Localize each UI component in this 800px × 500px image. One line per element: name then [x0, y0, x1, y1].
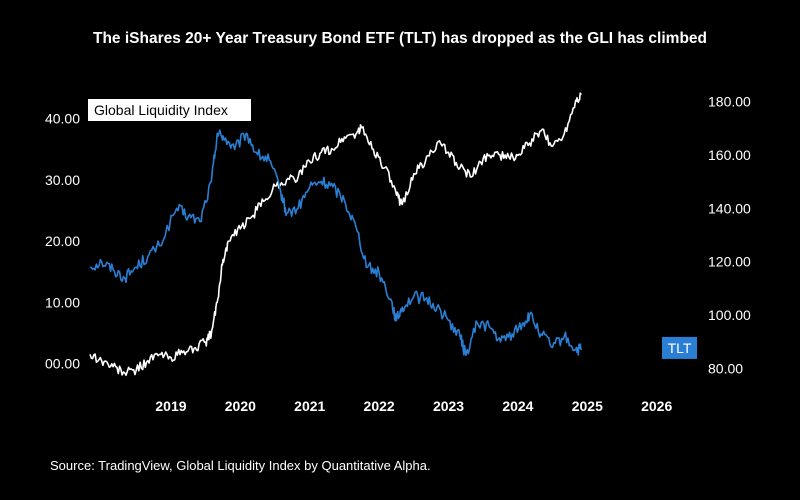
x-tick-label: 2022: [364, 398, 395, 414]
left-y-axis-ticks: 00.00 10.00 20.00 30.00 40.00: [45, 111, 80, 372]
x-axis-ticks: 2019 2020 2021 2022 2023 2024 2025 2026: [155, 398, 672, 414]
x-tick-label: 2021: [294, 398, 325, 414]
tlt-label-box: [662, 336, 697, 359]
gli-series-label: Global Liquidity Index: [94, 102, 228, 118]
gli-series-line: [89, 92, 582, 377]
series-lines: [89, 92, 583, 377]
x-tick-label: 2024: [502, 398, 533, 414]
left-y-tick-label: 40.00: [45, 111, 80, 127]
left-y-tick-label: 20.00: [45, 233, 80, 249]
left-y-tick-label: 30.00: [45, 172, 80, 188]
right-y-tick-label: 80.00: [708, 361, 743, 377]
right-y-tick-label: 160.00: [708, 147, 751, 163]
right-y-tick-label: 180.00: [708, 93, 751, 109]
left-y-tick-label: 00.00: [45, 356, 80, 372]
x-tick-label: 2026: [641, 398, 672, 414]
chart-title: The iShares 20+ Year Treasury Bond ETF (…: [93, 30, 707, 47]
x-tick-label: 2023: [433, 398, 464, 414]
x-tick-label: 2025: [572, 398, 603, 414]
left-y-tick-label: 10.00: [45, 294, 80, 310]
gli-label-box: [88, 99, 251, 121]
tlt-series-label: TLT: [668, 340, 692, 356]
source-note: Source: TradingView, Global Liquidity In…: [50, 458, 431, 473]
right-y-tick-label: 100.00: [708, 307, 751, 323]
series-labels: Global Liquidity Index TLT: [88, 99, 697, 359]
x-tick-label: 2019: [155, 398, 186, 414]
tlt-series-line: [89, 129, 583, 357]
x-tick-label: 2020: [225, 398, 256, 414]
right-y-tick-label: 140.00: [708, 200, 751, 216]
right-y-tick-label: 120.00: [708, 254, 751, 270]
right-y-axis-ticks: 80.00 100.00 120.00 140.00 160.00 180.00: [708, 93, 751, 376]
